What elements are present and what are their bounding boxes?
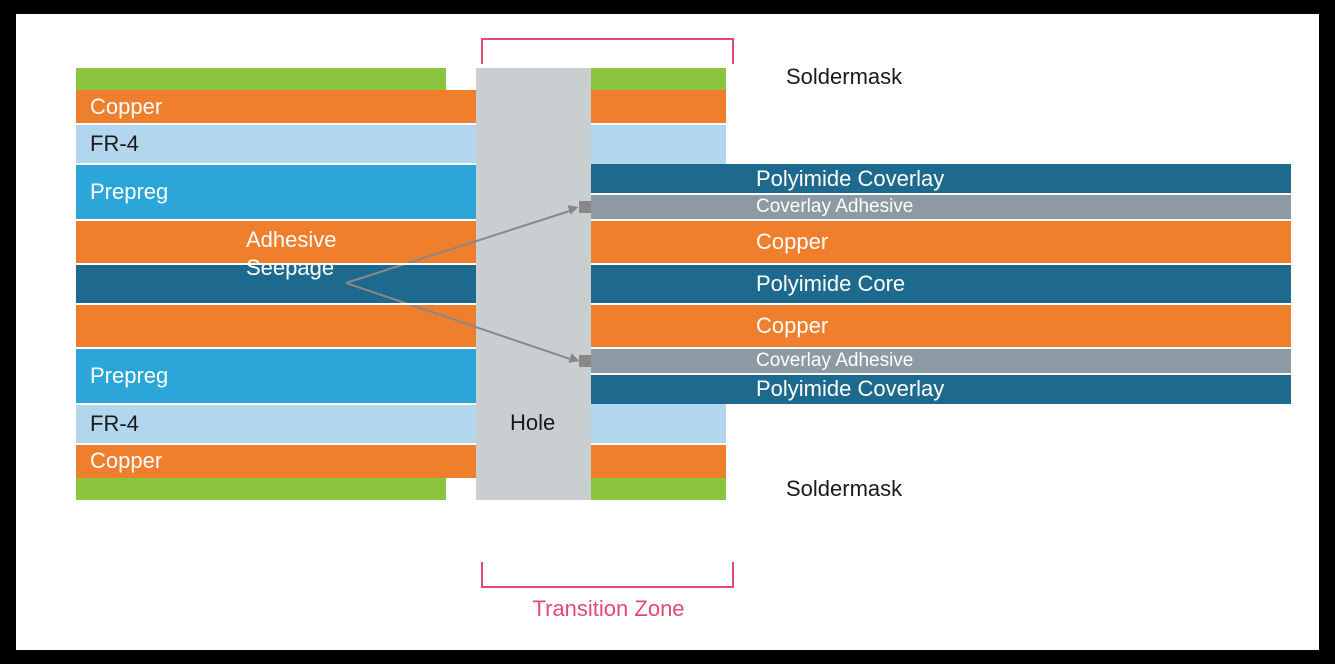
flex-cu_flex_top: Copper	[591, 220, 1291, 264]
flex-sep-1	[591, 193, 1291, 195]
soldermask-bot-right	[591, 478, 726, 500]
layer-label: Coverlay Adhesive	[591, 196, 913, 218]
adh-line2: Seepage	[246, 255, 334, 280]
flex-poly_core: Polyimide Core	[591, 264, 1291, 304]
left-sep-7	[76, 443, 476, 445]
left-fr4_top: FR-4	[76, 124, 476, 164]
layer-label: Copper	[591, 229, 828, 255]
left-prepreg_bot: Prepreg	[76, 348, 476, 404]
layer-label: FR-4	[76, 411, 139, 437]
label-transition-zone: Transition Zone	[533, 596, 685, 622]
right-short-copper_bot	[591, 444, 726, 478]
rshort-sep-copper_top	[591, 123, 726, 125]
right-short-copper_top	[591, 90, 726, 124]
soldermask-top-left	[76, 68, 446, 90]
left-sep-2	[76, 219, 476, 221]
diagram-frame: Copper FR-4 Prepreg Prepreg FR-4 Copper Polyim…	[16, 14, 1319, 650]
rshort-sep-fr4_bot	[591, 443, 726, 445]
label-hole: Hole	[510, 410, 555, 436]
layer-label: Prepreg	[76, 363, 168, 389]
flex-sep-5	[591, 347, 1291, 349]
left-copper_bot: Copper	[76, 444, 476, 478]
flex-sep-3	[591, 263, 1291, 265]
label-soldermask-top: Soldermask	[786, 64, 902, 90]
label-soldermask-bot: Soldermask	[786, 476, 902, 502]
bracket-bottom	[481, 562, 734, 588]
flex-sep-6	[591, 373, 1291, 375]
layer-label: Polyimide Core	[591, 271, 905, 297]
layer-label: FR-4	[76, 131, 139, 157]
flex-cu_flex_bot: Copper	[591, 304, 1291, 348]
adh-line1: Adhesive	[246, 227, 337, 252]
left-sep-4	[76, 303, 476, 305]
left-fr4_bot: FR-4	[76, 404, 476, 444]
layer-label: Prepreg	[76, 179, 168, 205]
flex-poly_cov_bot: Polyimide Coverlay	[591, 374, 1291, 404]
layer-label: Copper	[591, 313, 828, 339]
flex-sep-2	[591, 219, 1291, 221]
flex-sep-4	[591, 303, 1291, 305]
label-adhesive-seepage: Adhesive Seepage	[246, 226, 337, 281]
flex-adh_bot: Coverlay Adhesive	[591, 348, 1291, 374]
seepage-square-1	[579, 201, 591, 213]
flex-adh_top: Coverlay Adhesive	[591, 194, 1291, 220]
layer-label: Polyimide Coverlay	[591, 376, 944, 402]
left-sep-3	[76, 263, 476, 265]
soldermask-top-right	[591, 68, 726, 90]
layer-label: Copper	[76, 448, 162, 474]
left-sep-1	[76, 163, 476, 165]
left-sep-6	[76, 403, 476, 405]
layer-label: Copper	[76, 94, 162, 120]
left-copper_top: Copper	[76, 90, 476, 124]
right-short-fr4_bot	[591, 404, 726, 444]
layer-label: Polyimide Coverlay	[591, 166, 944, 192]
left-sep-5	[76, 347, 476, 349]
layer-label: Coverlay Adhesive	[591, 350, 913, 372]
right-short-fr4_top	[591, 124, 726, 164]
bracket-top	[481, 38, 734, 64]
left-prepreg_top: Prepreg	[76, 164, 476, 220]
flex-poly_cov_top: Polyimide Coverlay	[591, 164, 1291, 194]
soldermask-bot-left	[76, 478, 446, 500]
left-sep-0	[76, 123, 476, 125]
left-inner_cu_bot	[76, 304, 476, 348]
